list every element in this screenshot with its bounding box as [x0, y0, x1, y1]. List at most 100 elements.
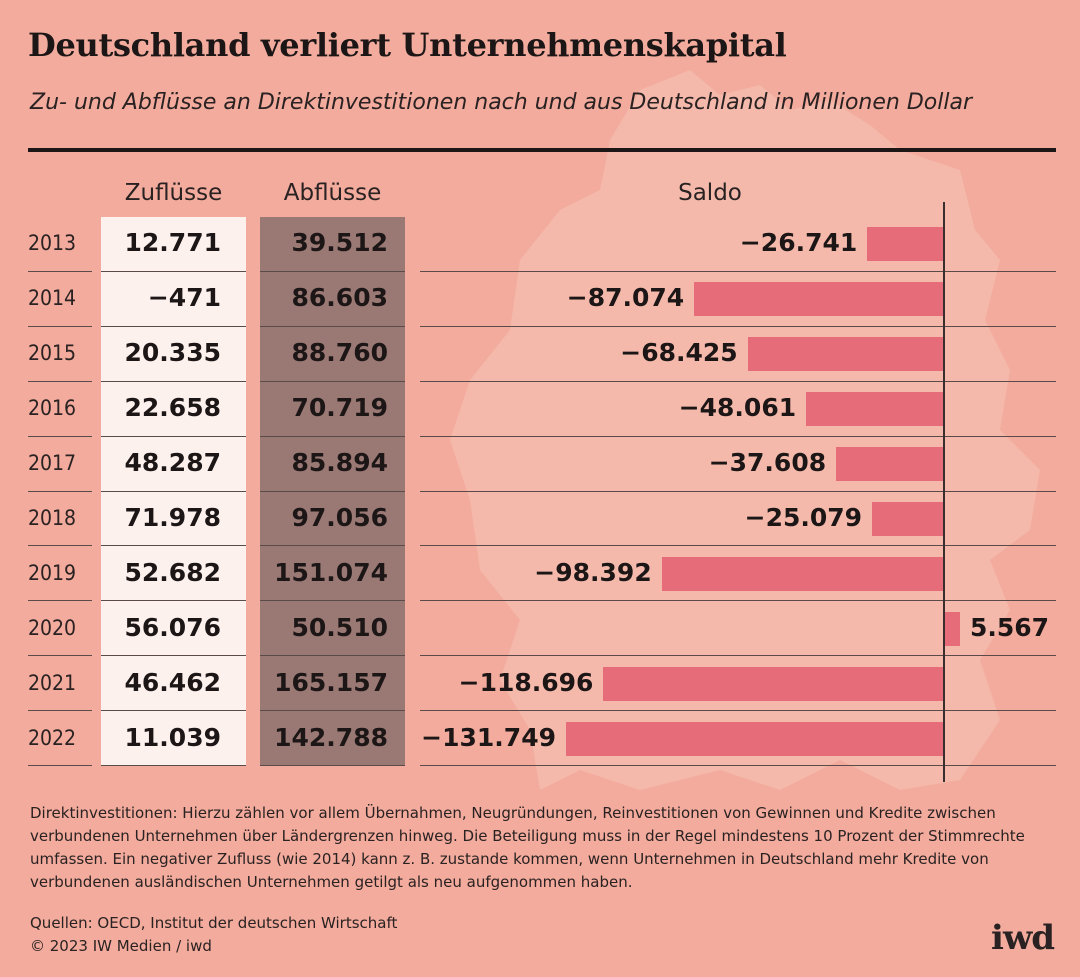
row-separator [260, 270, 405, 272]
year-label: 2015 [28, 341, 77, 366]
zero-axis [943, 202, 945, 782]
year-label: 2020 [28, 615, 77, 640]
balance-label: −25.079 [744, 502, 863, 532]
balance-label: −118.696 [458, 667, 594, 697]
outflow-value: 39.512 [291, 228, 388, 258]
outflow-value: 70.719 [291, 393, 388, 423]
balance-bar [836, 447, 944, 482]
row-separator [28, 545, 92, 547]
balance-label: 5.567 [969, 612, 1050, 642]
row-separator [28, 435, 92, 437]
balance-bar [944, 611, 960, 646]
row-separator [28, 600, 92, 602]
iwd-logo: iwd [991, 918, 1055, 958]
row-separator [260, 655, 405, 657]
chart-subtitle: Zu- und Abflüsse an Direktinvestitionen … [30, 90, 972, 115]
year-label: 2016 [28, 396, 77, 421]
row-separator [420, 545, 1056, 547]
balance-label: −68.425 [620, 338, 738, 368]
row-separator [260, 765, 405, 766]
row-separator [28, 325, 92, 327]
row-separator [420, 490, 1056, 492]
row-separator [260, 600, 405, 602]
year-label: 2019 [28, 560, 77, 585]
outflows-header: Abflüsse [283, 180, 382, 206]
row-separator [101, 380, 246, 382]
outflow-value: 85.894 [291, 448, 388, 478]
row-separator [101, 545, 246, 547]
year-label: 2021 [28, 670, 77, 695]
balance-bar [566, 721, 944, 756]
outflow-value: 97.056 [291, 502, 388, 532]
inflow-value: 71.978 [124, 502, 221, 532]
outflow-value: 151.074 [274, 557, 388, 587]
balance-label: −131.749 [421, 722, 556, 752]
copyright-text: © 2023 IW Medien / iwd [30, 937, 212, 955]
year-label: 2013 [28, 231, 77, 256]
outflow-value: 165.157 [274, 667, 388, 697]
row-separator [28, 765, 92, 766]
row-separator [260, 325, 405, 327]
row-separator [101, 710, 246, 712]
sources-text: Quellen: OECD, Institut der deutschen Wi… [30, 914, 398, 932]
row-separator [28, 655, 92, 657]
row-separator [101, 270, 246, 272]
balance-bar [867, 227, 944, 262]
row-separator [420, 270, 1056, 272]
year-label: 2014 [28, 286, 77, 311]
sources: Quellen: OECD, Institut der deutschen Wi… [30, 912, 397, 958]
balance-label: −87.074 [566, 283, 685, 313]
balance-label: −37.608 [708, 448, 827, 478]
row-separator [101, 765, 246, 766]
outflow-value: 86.603 [291, 283, 388, 313]
inflows-column-background [101, 217, 246, 766]
balance-bar [806, 392, 944, 427]
inflow-value: 52.682 [124, 557, 221, 587]
row-separator [420, 325, 1056, 327]
row-separator [260, 380, 405, 382]
row-separator [101, 655, 246, 657]
title-divider [28, 148, 1056, 152]
balance-bar [872, 501, 944, 536]
row-separator [260, 545, 405, 547]
outflows-column-background [260, 217, 405, 766]
inflow-value: 56.076 [124, 612, 221, 642]
inflow-value: 20.335 [124, 338, 221, 368]
balance-bar [603, 666, 944, 701]
row-separator [101, 325, 246, 327]
balance-label: −48.061 [678, 393, 797, 423]
inflow-value: 11.039 [124, 722, 221, 752]
inflow-value: 48.287 [124, 448, 221, 478]
balance-bar [661, 556, 944, 591]
footnote: Direktinvestitionen: Hierzu zählen vor a… [30, 804, 1025, 891]
balance-bar [694, 282, 944, 317]
row-separator [260, 490, 405, 492]
row-separator [101, 490, 246, 492]
row-separator [260, 435, 405, 437]
row-separator [420, 380, 1056, 382]
inflow-value: 12.771 [124, 228, 221, 258]
row-separator [420, 710, 1056, 712]
inflow-value: 46.462 [124, 667, 221, 697]
row-separator [28, 710, 92, 712]
balance-label: −98.392 [534, 557, 652, 587]
year-label: 2018 [28, 505, 77, 530]
row-separator [420, 655, 1056, 657]
outflow-value: 142.788 [274, 722, 388, 752]
year-label: 2022 [28, 725, 77, 750]
outflow-value: 88.760 [291, 338, 388, 368]
balance-label: −26.741 [739, 228, 858, 258]
year-label: 2017 [28, 451, 77, 476]
row-separator [420, 600, 1056, 602]
inflows-header: Zuflüsse [124, 180, 223, 206]
outflow-value: 50.510 [291, 612, 388, 642]
inflow-value: −471 [147, 283, 221, 313]
row-separator [101, 600, 246, 602]
row-separator [28, 270, 92, 272]
row-separator [101, 435, 246, 437]
row-separator [260, 710, 405, 712]
row-separator [420, 765, 1056, 766]
row-separator [28, 490, 92, 492]
chart-title: Deutschland verliert Unternehmenskapital [28, 26, 787, 64]
inflow-value: 22.658 [124, 393, 221, 423]
